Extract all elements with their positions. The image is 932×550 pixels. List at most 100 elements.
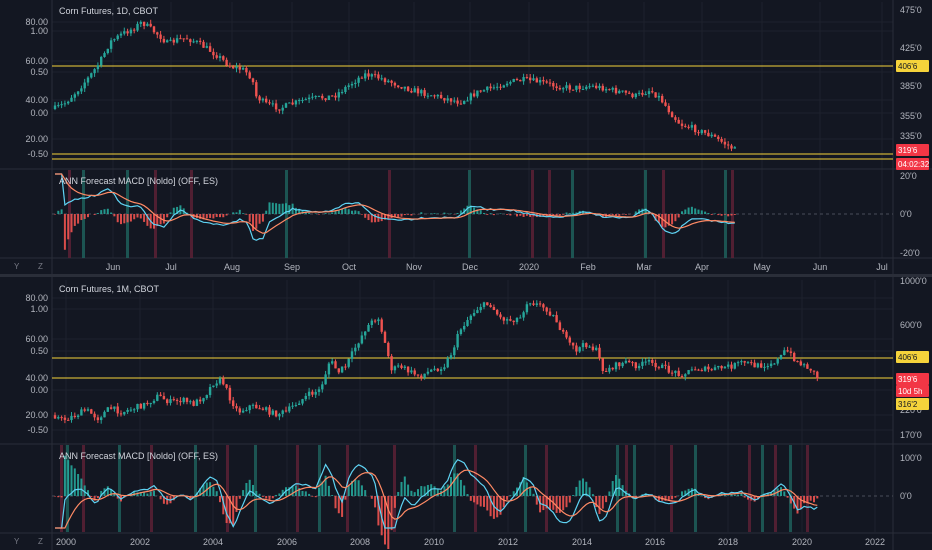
left-axis-label: 80.00 (25, 293, 48, 303)
time-axis-label: 2018 (718, 537, 738, 547)
time-axis-label: 2010 (424, 537, 444, 547)
price-tag: 04:02:32 (896, 158, 930, 170)
svg-text:316'2: 316'2 (898, 400, 918, 409)
time-axis-label: Mar (636, 262, 652, 272)
signal-band (60, 445, 63, 532)
time-axis-label: 2004 (203, 537, 223, 547)
left-axis-label: 60.00 (25, 56, 48, 66)
macd-axis-label: -20'0 (900, 248, 920, 258)
price-tag: 319'6 (896, 373, 929, 385)
price-tag: 319'6 (896, 144, 929, 156)
signal-band (296, 445, 299, 532)
pane-title: Corn Futures, 1D, CBOT (59, 6, 159, 16)
signal-band (545, 445, 548, 532)
signal-band (806, 445, 809, 532)
left-axis-label: 0.00 (30, 108, 48, 118)
macd-line (55, 173, 735, 241)
left-axis-label: 1.00 (30, 26, 48, 36)
time-axis-label: Aug (224, 262, 240, 272)
right-axis-label: 425'0 (900, 43, 922, 53)
right-axis-label: 385'0 (900, 81, 922, 91)
signal-band (625, 445, 628, 532)
left-axis-label: -0.50 (27, 149, 48, 159)
signal-band (393, 445, 396, 532)
time-axis-label: Feb (580, 262, 596, 272)
right-axis-label: 1000'0 (900, 276, 927, 286)
macd-title: ANN Forecast MACD [Noldo] (OFF, ES) (59, 176, 218, 186)
time-axis-label: 2020 (519, 262, 539, 272)
time-axis-label: 2006 (277, 537, 297, 547)
macd-axis-label: 0'0 (900, 491, 912, 501)
price-candles (53, 19, 736, 152)
signal-band (670, 445, 673, 532)
price-tag: 406'6 (896, 60, 929, 72)
zoom-toggle[interactable]: Z (38, 262, 43, 271)
log-scale-toggle[interactable]: Y (14, 537, 20, 546)
time-axis-label: Jul (876, 262, 888, 272)
chart-pane-monthly[interactable]: Corn Futures, 1M, CBOT ANN Forecast MACD … (14, 276, 929, 550)
right-axis-label: 335'0 (900, 131, 922, 141)
signal-band (524, 445, 527, 532)
signal-band (254, 445, 257, 532)
time-axis-label: Dec (462, 262, 479, 272)
signal-band (226, 445, 229, 532)
signal-band (748, 445, 751, 532)
pane-title: Corn Futures, 1M, CBOT (59, 284, 160, 294)
left-axis-label: 0.00 (30, 385, 48, 395)
signal-line (55, 173, 735, 234)
signal-band (474, 445, 477, 532)
signal-band (118, 445, 121, 532)
signal-band (761, 445, 764, 532)
time-axis-label: Sep (284, 262, 300, 272)
svg-text:406'6: 406'6 (898, 353, 918, 362)
signal-band (789, 445, 792, 532)
time-axis-label: 2012 (498, 537, 518, 547)
right-axis-label: 600'0 (900, 320, 922, 330)
price-candles (53, 300, 819, 424)
left-axis-label: 60.00 (25, 334, 48, 344)
left-axis-label: 20.00 (25, 134, 48, 144)
svg-text:319'6: 319'6 (898, 146, 918, 155)
left-axis-label: -0.50 (27, 425, 48, 435)
zoom-toggle[interactable]: Z (38, 537, 43, 546)
time-axis-label: Nov (406, 262, 423, 272)
left-axis-label: 40.00 (25, 373, 48, 383)
macd-axis-label: 20'0 (900, 171, 917, 181)
signal-band (633, 445, 636, 532)
time-axis-label: Jul (165, 262, 177, 272)
time-axis-label: 2002 (130, 537, 150, 547)
time-axis-label: May (753, 262, 771, 272)
macd-indicator (52, 455, 893, 550)
signal-band (194, 445, 197, 532)
log-scale-toggle[interactable]: Y (14, 262, 20, 271)
signal-band (662, 170, 665, 258)
right-axis-label: 355'0 (900, 111, 922, 121)
macd-axis-label: 0'0 (900, 209, 912, 219)
signal-line (55, 469, 818, 529)
chart-pane-daily[interactable]: Corn Futures, 1D, CBOT ANN Forecast MACD … (14, 5, 930, 272)
price-tag: 10d 5h (896, 385, 929, 397)
time-axis-label: 2020 (792, 537, 812, 547)
left-axis-label: 20.00 (25, 410, 48, 420)
time-axis-label: 2000 (56, 537, 76, 547)
macd-indicator (52, 173, 893, 250)
svg-text:406'6: 406'6 (898, 62, 918, 71)
time-axis-label: 2022 (865, 537, 885, 547)
time-axis-label: Apr (695, 262, 709, 272)
signal-band (694, 445, 697, 532)
left-axis-label: 0.50 (30, 346, 48, 356)
left-axis-label: 0.50 (30, 67, 48, 77)
price-tag: 316'2 (896, 398, 929, 410)
signal-band (150, 445, 153, 532)
signal-band (68, 170, 71, 258)
signal-band (346, 445, 349, 532)
time-axis-label: 2014 (572, 537, 592, 547)
signal-band (82, 445, 85, 532)
signal-band (468, 170, 471, 258)
right-axis-label: 475'0 (900, 5, 922, 15)
time-axis-label: Jun (106, 262, 121, 272)
